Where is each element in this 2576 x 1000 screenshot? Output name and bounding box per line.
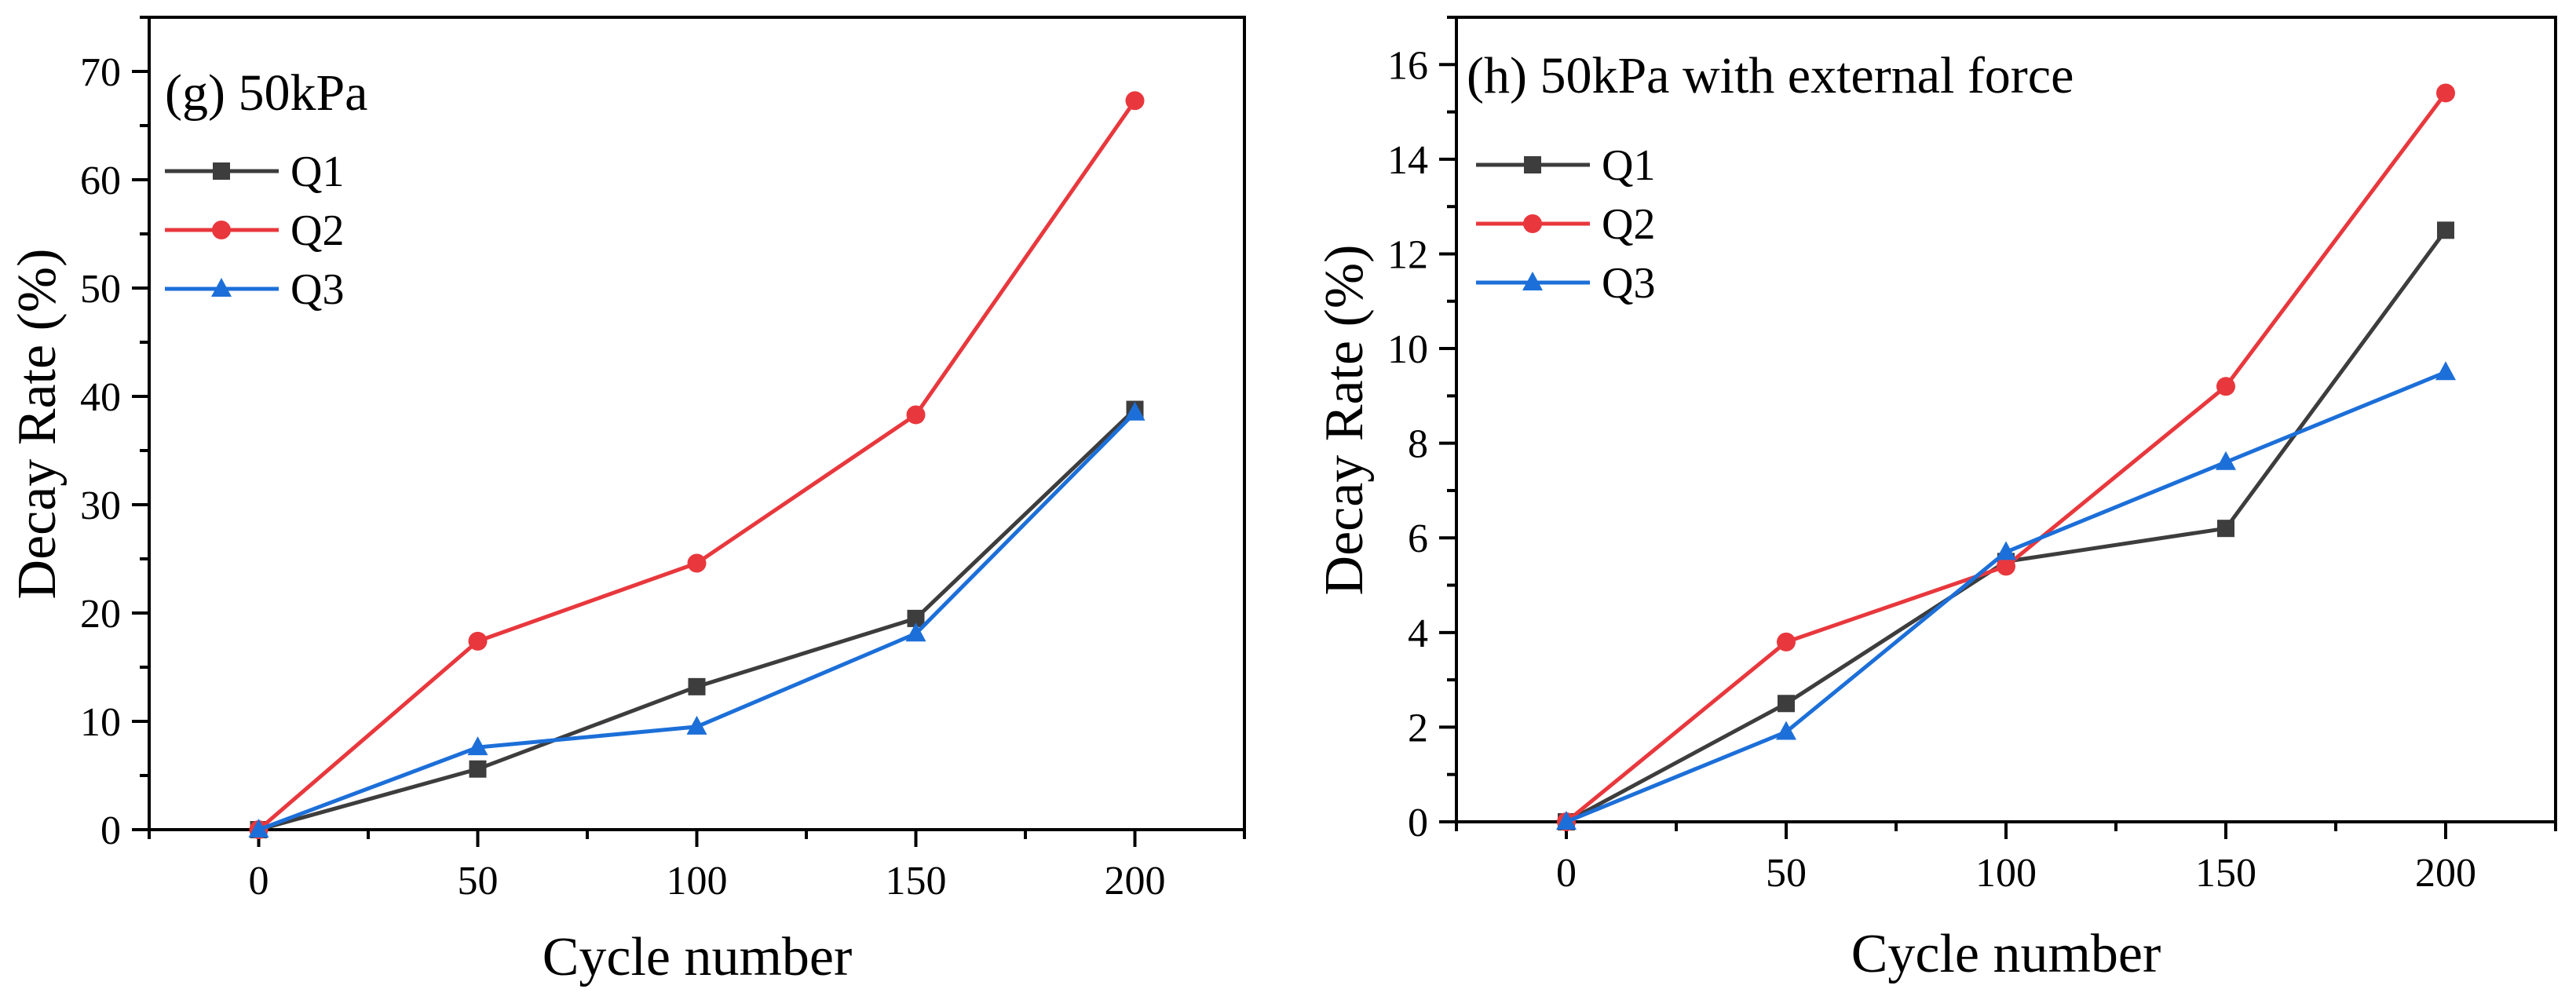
y-tick-label: 16: [1387, 43, 1428, 88]
y-tick-label: 30: [80, 484, 121, 528]
data-point-q3: [2216, 451, 2236, 470]
chart-panel-g: (g) 50kPa Cycle number Decay Rate (%) 0 5…: [7, 16, 1246, 987]
legend-label-q1: Q1: [1602, 141, 1655, 190]
y-tick-label: 40: [80, 375, 121, 420]
x-tick-label: 200: [2415, 851, 2476, 896]
plot-frame: [148, 16, 1246, 831]
series-line-q3: [258, 411, 1137, 832]
y-axis-title: Decay Rate (%): [1314, 245, 1375, 596]
data-point-q2: [687, 553, 707, 573]
series-line-q2: [1565, 91, 2448, 823]
x-tick-label: 50: [1766, 851, 1807, 896]
data-point-q1: [907, 609, 925, 627]
data-point-q3: [1124, 401, 1145, 421]
axis-ticks: 0 50 100 150 200 0 2 4 6 8 10 12 14 16: [1387, 16, 2557, 896]
legend: Q1 Q2 Q3: [1476, 141, 1655, 308]
data-point-q2: [2436, 83, 2455, 103]
data-point-q2: [1125, 91, 1145, 111]
series-group: [1556, 83, 2456, 831]
plot-frame: [1455, 16, 2557, 823]
data-point-q1: [2217, 520, 2234, 538]
legend: Q1 Q2 Q3: [165, 148, 344, 314]
y-tick-label: 10: [80, 700, 121, 745]
data-point-q3: [248, 819, 269, 838]
chart-panel-h: (h) 50kPa with external force Cycle numb…: [1314, 16, 2557, 984]
data-point-q2: [1777, 632, 1796, 651]
legend-marker-q3: [1522, 272, 1543, 290]
y-tick-label: 70: [80, 50, 121, 95]
data-point-q3: [1776, 721, 1796, 740]
panel-title: (g) 50kPa: [165, 64, 367, 122]
axis-ticks: 0 50 100 150 200 0 10 20 30 40 50 60 70: [80, 16, 1246, 903]
x-tick-label: 0: [249, 859, 269, 903]
data-point-q3: [1996, 541, 2016, 560]
x-axis-title: Cycle number: [1851, 924, 2161, 984]
legend-label-q3: Q3: [1602, 259, 1655, 308]
legend-label-q2: Q2: [290, 206, 344, 255]
panel-title: (h) 50kPa with external force: [1467, 47, 2074, 104]
data-point-q2: [2216, 377, 2235, 396]
data-point-q2: [468, 631, 488, 651]
legend-label-q3: Q3: [290, 265, 344, 314]
y-tick-label: 20: [80, 592, 121, 637]
x-tick-label: 150: [2195, 851, 2256, 896]
data-point-q2: [906, 405, 926, 425]
series-line-q1: [258, 407, 1137, 832]
data-point-q3: [2435, 361, 2456, 381]
x-tick-label: 150: [886, 859, 947, 903]
series-line-q3: [1566, 370, 2446, 824]
y-tick-label: 14: [1387, 138, 1428, 183]
y-tick-label: 0: [100, 808, 121, 853]
x-axis-title: Cycle number: [543, 927, 853, 987]
data-point-q3: [467, 736, 488, 756]
data-point-q1: [1778, 695, 1795, 713]
y-tick-label: 10: [1387, 327, 1428, 372]
y-tick-label: 12: [1387, 232, 1428, 277]
legend-marker-q2: [1523, 214, 1542, 233]
data-point-q1: [2437, 221, 2454, 239]
x-tick-label: 50: [458, 859, 499, 903]
x-tick-label: 100: [1975, 851, 2037, 896]
legend-marker-q1: [213, 162, 230, 180]
y-tick-label: 4: [1408, 611, 1428, 656]
legend-label-q2: Q2: [1602, 200, 1655, 249]
legend-marker-q3: [211, 278, 232, 297]
y-axis-title: Decay Rate (%): [7, 249, 68, 600]
data-point-q1: [469, 760, 487, 778]
series-group: [248, 91, 1145, 839]
y-tick-label: 6: [1408, 516, 1428, 561]
legend-marker-q2: [212, 221, 231, 239]
y-tick-label: 0: [1408, 801, 1428, 845]
x-tick-label: 100: [667, 859, 728, 903]
y-tick-label: 60: [80, 159, 121, 203]
legend-marker-q1: [1524, 156, 1541, 173]
data-point-q1: [688, 677, 706, 695]
data-point-q3: [686, 715, 707, 735]
y-tick-label: 8: [1408, 422, 1428, 467]
series-line-q1: [1565, 228, 2448, 824]
data-point-q3: [905, 622, 926, 642]
x-tick-label: 0: [1556, 851, 1577, 896]
data-point-q2: [1997, 557, 2015, 576]
y-tick-label: 50: [80, 267, 121, 312]
legend-label-q1: Q1: [290, 148, 344, 196]
y-tick-label: 2: [1408, 706, 1428, 750]
data-point-q3: [1556, 811, 1577, 830]
x-tick-label: 200: [1105, 859, 1166, 903]
